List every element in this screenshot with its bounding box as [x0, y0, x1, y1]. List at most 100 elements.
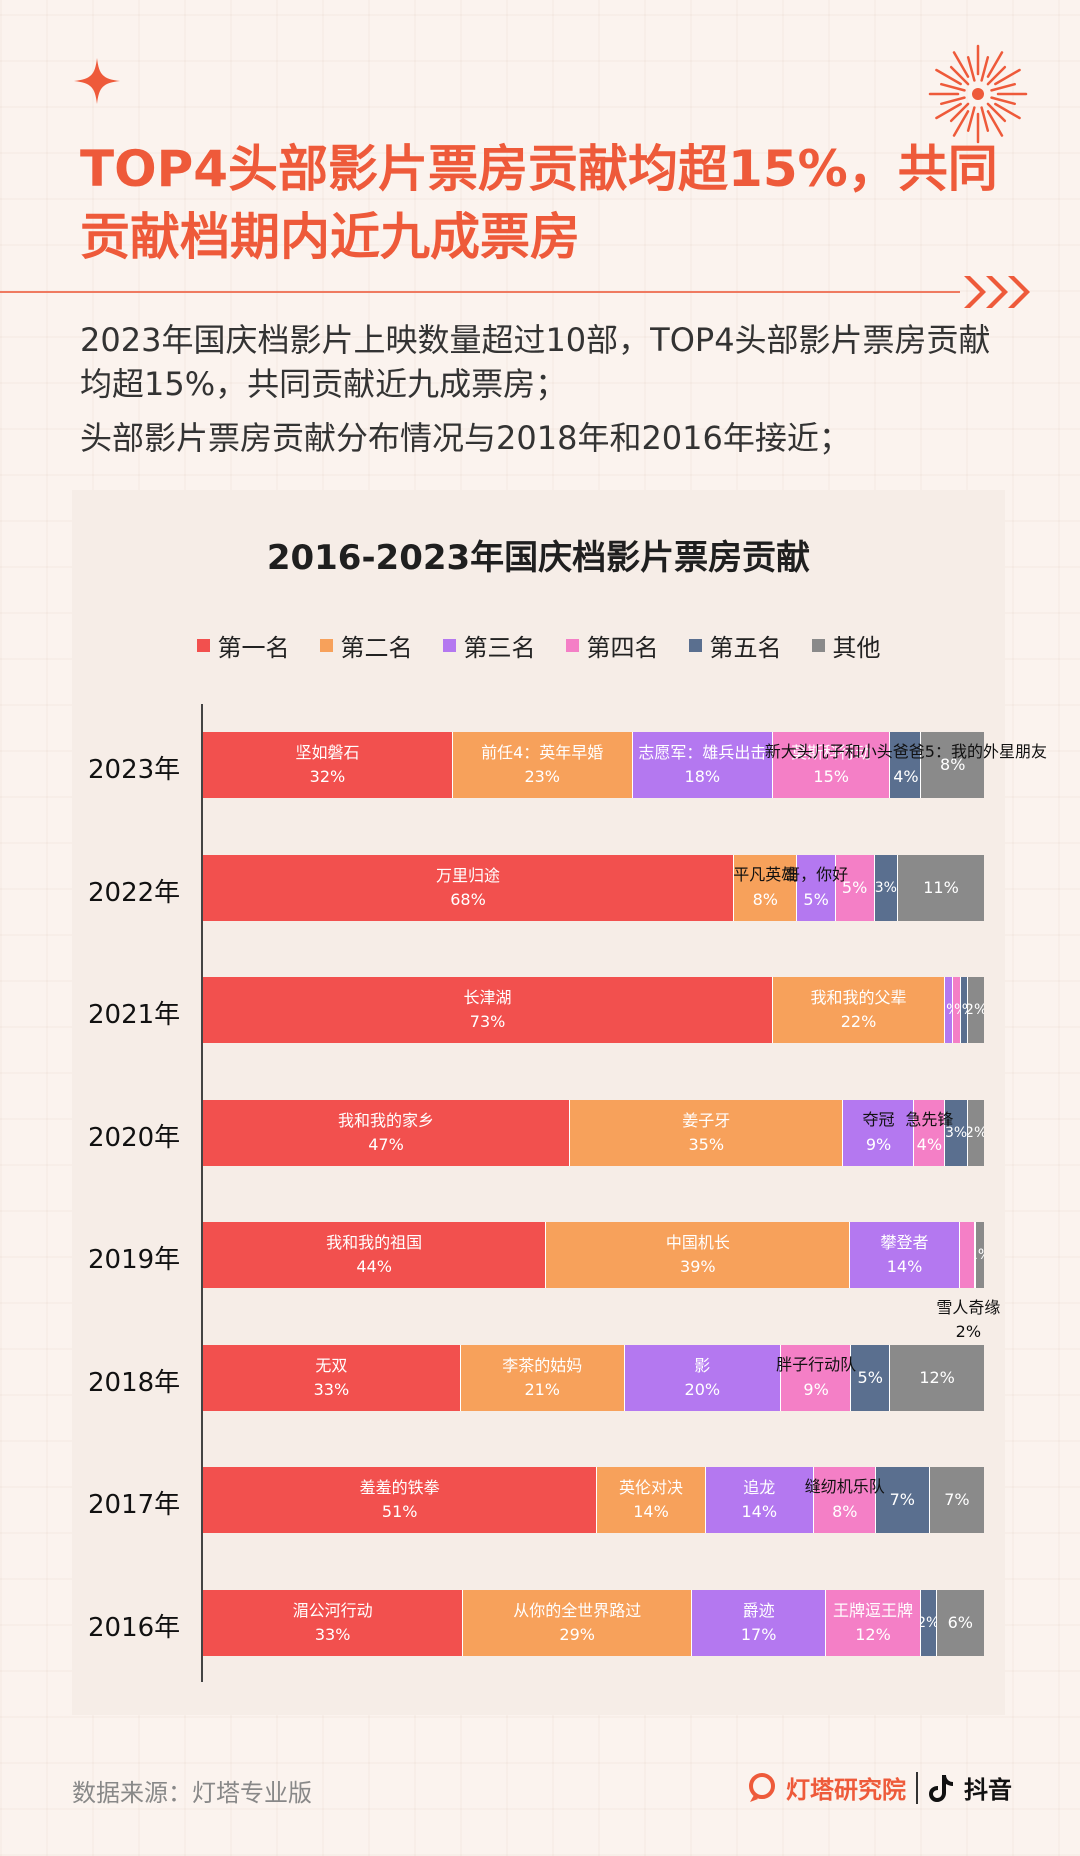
segment-value-label: 8% — [940, 755, 966, 774]
segment-value-label: 39% — [680, 1257, 716, 1276]
chart-title: 2016-2023年国庆档影片票房贡献 — [266, 538, 811, 578]
segment-name-label: 羞羞的铁拳 — [359, 1478, 440, 1497]
chart-legend: 第一名 第二名 第三名 第四名 第五名 其他 — [72, 628, 1005, 663]
segment-value-label: 3% — [874, 879, 897, 896]
segment-value-label: 47% — [368, 1134, 404, 1154]
douyin-name: 抖音 — [964, 1776, 1012, 1804]
bar-segment-other: 2% — [968, 1099, 984, 1166]
bar-segment-rank3: 爵迹 17% — [692, 1589, 827, 1656]
firework-icon — [928, 44, 1028, 144]
bar-segment-rank2: 姜子牙 35% — [570, 1099, 844, 1166]
data-source: 数据来源：灯塔专业版 — [72, 1779, 312, 1807]
segment-value-label: 14% — [633, 1502, 669, 1521]
bar-segment-rank4: 莫斯科行动 15% — [773, 732, 891, 798]
segment-name-label: 哥，你好 — [784, 864, 849, 884]
year-label: 2021年 — [88, 1000, 181, 1030]
bar-segment-rank3: 追龙 14% — [705, 1467, 814, 1533]
firework-ray — [949, 102, 970, 123]
bar-segment-rank3 — [796, 854, 836, 921]
bar-segment-rank1: 长津湖 73% — [203, 977, 774, 1043]
callout-name: 雪人奇缘 — [936, 1298, 1001, 1317]
bar-segment-rank3: 影 20% — [624, 1344, 781, 1411]
bar-segment-rank4 — [780, 1344, 852, 1411]
bar-segment-rank1: 无双 33% — [203, 1344, 461, 1411]
legend-label: 第二名 — [340, 634, 413, 662]
bar-segment-other: 12% — [890, 1344, 984, 1411]
legend-swatch — [688, 639, 702, 652]
segment-name-label: 万里归途 — [436, 865, 501, 885]
brand-separator — [916, 1771, 918, 1804]
legend-label: 第五名 — [709, 634, 782, 662]
segment-value-label: 51% — [381, 1502, 418, 1521]
segment-name-label: 姜子牙 — [682, 1110, 731, 1130]
segment-value-label: 1% — [953, 998, 960, 1022]
bar-segment-rank3: 攀登者 14% — [850, 1222, 960, 1288]
douyin-logo-icon — [929, 1774, 953, 1802]
segment-value-label: 33% — [314, 1624, 351, 1644]
year-label: 2016年 — [88, 1612, 181, 1643]
segment-value-label: 20% — [684, 1379, 721, 1399]
bar-segment-rank5: 2% — [920, 1589, 937, 1656]
firework-ray — [994, 102, 1021, 120]
segment-value-label: 5% — [841, 877, 868, 897]
segment-name-label: 新大头儿子和小头爸爸5：我的外星朋友 — [764, 742, 1047, 761]
divider — [0, 291, 960, 293]
lighthouse-logo-icon — [749, 1772, 775, 1802]
bar-2022年: 万里归途 68% 5% 3% 11% — [203, 854, 984, 921]
segment-value-label: 12% — [855, 1624, 891, 1644]
segment-value-label: 1% — [976, 1243, 984, 1267]
bar-segment-rank5: 3% — [944, 1099, 969, 1166]
bar-segment-rank1: 坚如磐石 32% — [203, 732, 453, 798]
firework-ray — [980, 106, 990, 132]
legend-swatch — [442, 639, 456, 652]
bar-segment-rank5 — [890, 732, 922, 798]
segment-value-label: 4% — [893, 767, 919, 786]
bar-2018年: 无双 33% 李茶的姑妈 21% 影 20% 5% 12% — [203, 1344, 984, 1411]
bar-segment-rank1: 我和我的祖国 44% — [203, 1222, 547, 1288]
segment-value-label: 7% — [944, 1490, 970, 1509]
year-label: 2017年 — [88, 1490, 181, 1520]
bar-segment-other: 6% — [936, 1589, 984, 1656]
segment-value-label: 21% — [524, 1379, 560, 1399]
segment-name-label: 长津湖 — [463, 988, 512, 1007]
segment-value-label: 29% — [559, 1624, 595, 1644]
firework-ray — [952, 110, 970, 137]
bar-segment-rank1: 羞羞的铁拳 51% — [203, 1467, 598, 1533]
segment-name-label: 我和我的家乡 — [338, 1110, 435, 1130]
bar-segment-rank2 — [734, 854, 797, 921]
bar-segment-rank2: 我和我的父辈 22% — [773, 977, 945, 1043]
segment-name-label: 攀登者 — [880, 1233, 929, 1252]
segment-name-label: 胖子行动队 — [776, 1354, 857, 1374]
firework-ray — [935, 102, 962, 120]
bar-segment-rank1: 万里归途 68% — [203, 854, 735, 921]
year-label: 2019年 — [88, 1245, 181, 1275]
segment-value-label: 22% — [840, 1012, 877, 1031]
segment-name-label: 影 — [694, 1355, 711, 1375]
segment-value-label: 1% — [961, 998, 968, 1022]
firework-ray — [980, 56, 990, 82]
segment-value-label: 8% — [832, 1502, 858, 1521]
y-axis-line — [201, 704, 203, 1682]
bar-segment-rank2: 从你的全世界路过 29% — [463, 1589, 693, 1656]
segment-name-label: 从你的全世界路过 — [513, 1600, 642, 1620]
segment-value-label: 33% — [313, 1379, 350, 1399]
callout-value: 2% — [955, 1322, 982, 1341]
bar-segment-rank4 — [913, 1099, 945, 1166]
year-label: 2018年 — [88, 1367, 181, 1398]
bar-segment-rank4 — [959, 1222, 976, 1288]
firework-ray — [966, 56, 976, 82]
segment-name-label: 缝纫机乐队 — [804, 1477, 885, 1496]
bar-2019年: 我和我的祖国 44% 中国机长 39% 攀登者 14% 0%1% — [203, 1222, 985, 1288]
bar-segment-rank2: 中国机长 39% — [546, 1222, 851, 1288]
segment-name-label: 莫斯科行动 — [791, 743, 872, 762]
subtitle-line-1: 2023年国庆档影片上映数量超过10部，TOP4头部影片票房贡献均超15%，共同… — [80, 321, 991, 403]
bar-segment-rank3: 1% — [944, 977, 953, 1043]
legend-item-other: 其他 — [811, 628, 881, 663]
segment-value-label: 12% — [919, 1367, 955, 1387]
brand-name: 灯塔研究院 — [786, 1776, 906, 1804]
bar-segment-rank5: 1% — [960, 977, 969, 1043]
segment-name-label: 王牌逗王牌 — [833, 1600, 914, 1620]
bar-segment-rank4: 王牌逗王牌 12% — [826, 1589, 921, 1656]
segment-name-label: 湄公河行动 — [292, 1600, 373, 1620]
